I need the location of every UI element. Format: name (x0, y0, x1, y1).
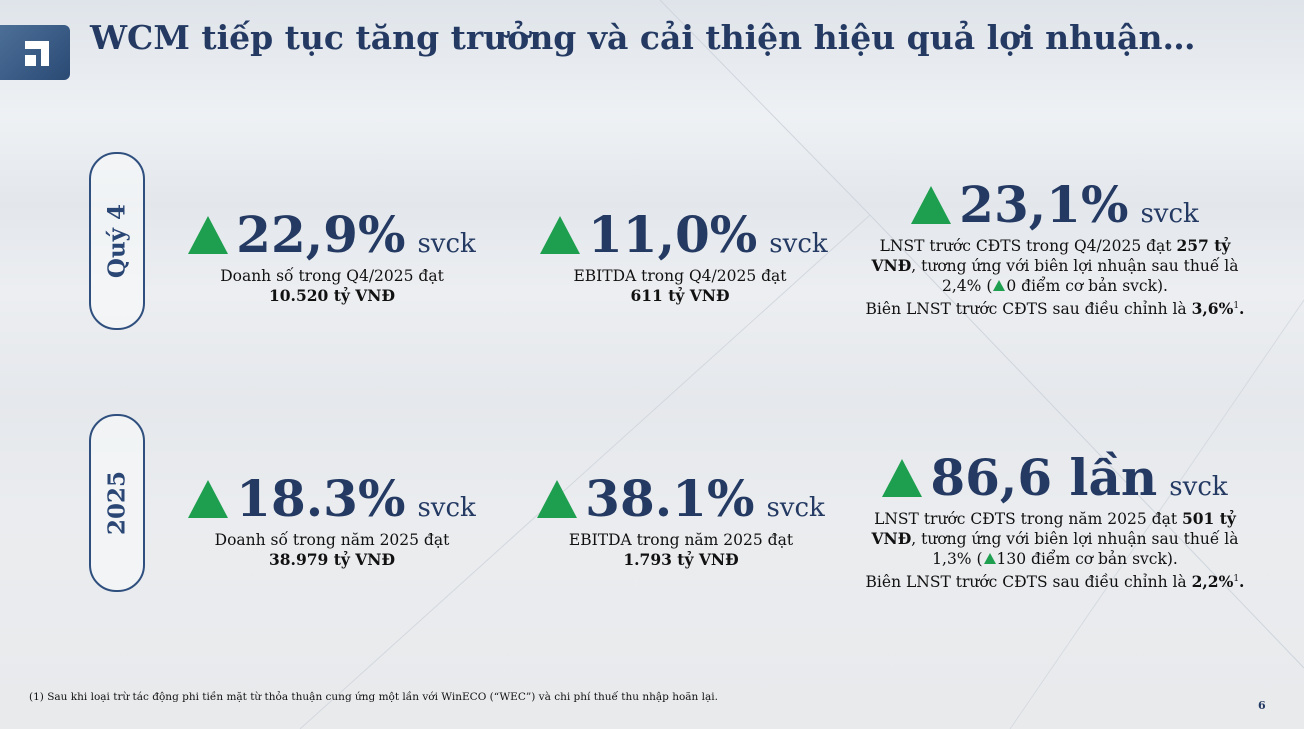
desc-text: , tương ứng với biên lợi nhuận sau thuế … (911, 530, 1239, 548)
up-triangle-icon (911, 186, 952, 224)
metric-desc-amount: 1.793 tỷ VNĐ (623, 550, 739, 569)
metric-value: 18.3% (236, 469, 406, 528)
row-label-text: Quý 4 (103, 203, 131, 279)
desc-text: , tương ứng với biên lợi nhuận sau thuế … (911, 257, 1239, 275)
row-label-text: 2025 (103, 470, 131, 536)
desc-text: Biên LNST trước CĐTS sau điều chỉnh là (865, 300, 1192, 319)
page-number: 6 (1258, 699, 1266, 712)
metric-description: EBITDA trong Q4/2025 đạt 611 tỷ VNĐ (540, 266, 820, 306)
footnote-ref: 1 (1233, 301, 1240, 311)
metric-headline: 22,9% svck (187, 210, 477, 260)
footnote-ref: 1 (1233, 574, 1240, 584)
desc-bold: 2,2% (1191, 572, 1234, 592)
metric-year-ebitda: 38.1% svck EBITDA trong năm 2025 đạt 1.79… (536, 474, 826, 570)
desc-bold: VNĐ (871, 529, 912, 548)
metric-desc-amount: 611 tỷ VNĐ (630, 286, 730, 305)
metric-suffix: svck (1169, 472, 1228, 502)
desc-bold: VNĐ (871, 256, 912, 275)
desc-text: Biên LNST trước CĐTS sau điều chỉnh là (865, 573, 1192, 592)
metric-description: LNST trước CĐTS trong năm 2025 đạt 501 t… (860, 509, 1250, 592)
metric-value: 11,0% (588, 205, 758, 264)
metric-desc-amount: 38.979 tỷ VNĐ (268, 550, 396, 569)
row-label-quarter: Quý 4 (89, 152, 145, 330)
metric-q4-ebitda: 11,0% svck EBITDA trong Q4/2025 đạt 611 t… (540, 210, 828, 306)
metric-suffix: svck (417, 229, 476, 259)
metric-q4-profit: 23,1% svck LNST trước CĐTS trong Q4/2025 … (860, 180, 1250, 319)
up-triangle-icon (537, 480, 578, 518)
metric-headline: 23,1% svck (860, 180, 1250, 230)
up-triangle-icon (188, 216, 229, 254)
metric-suffix: svck (417, 493, 476, 523)
metric-value: 38.1% (585, 469, 755, 528)
desc-text: LNST trước CĐTS trong Q4/2025 đạt (879, 237, 1177, 255)
metric-desc-line: Doanh số trong năm 2025 đạt (214, 531, 450, 549)
up-triangle-small-icon (993, 280, 1006, 291)
metric-headline: 11,0% svck (540, 210, 828, 260)
metric-description: Doanh số trong Q4/2025 đạt 10.520 tỷ VNĐ (187, 266, 477, 306)
desc-text: 0 điểm cơ bản svck). (1006, 277, 1168, 295)
metric-suffix: svck (1140, 199, 1199, 229)
metric-headline: 38.1% svck (536, 474, 826, 524)
metric-q4-revenue: 22,9% svck Doanh số trong Q4/2025 đạt 10.… (187, 210, 477, 306)
metric-desc-line: Doanh số trong Q4/2025 đạt (220, 267, 444, 285)
metric-value: 23,1% (959, 175, 1129, 234)
metric-suffix: svck (769, 229, 828, 259)
metric-value: 86,6 lần (930, 448, 1158, 507)
up-triangle-small-icon (983, 553, 996, 564)
row-label-year: 2025 (89, 414, 145, 592)
up-triangle-icon (188, 480, 229, 518)
metric-value: 22,9% (236, 205, 406, 264)
up-triangle-icon (540, 216, 580, 254)
logo (0, 25, 70, 80)
metric-suffix: svck (766, 493, 825, 523)
metric-desc-line: EBITDA trong Q4/2025 đạt (573, 267, 787, 285)
desc-text: 1,3% ( (932, 550, 983, 568)
desc-text: 2,4% ( (942, 277, 993, 295)
desc-bold: . (1239, 299, 1245, 319)
metric-headline: 18.3% svck (187, 474, 477, 524)
page-title: WCM tiếp tục tăng trưởng và cải thiện hi… (90, 18, 1196, 57)
metric-description: LNST trước CĐTS trong Q4/2025 đạt 257 tỷ… (860, 236, 1250, 319)
footnote: (1) Sau khi loại trừ tác động phi tiền m… (29, 691, 718, 703)
desc-bold: 501 tỷ (1181, 509, 1236, 528)
desc-bold: 257 tỷ (1176, 236, 1231, 255)
metric-year-profit: 86,6 lần svck LNST trước CĐTS trong năm 2… (860, 453, 1250, 592)
metric-year-revenue: 18.3% svck Doanh số trong năm 2025 đạt 38… (187, 474, 477, 570)
metric-headline: 86,6 lần svck (860, 453, 1250, 503)
logo-mark-icon (25, 41, 49, 66)
metric-desc-line: EBITDA trong năm 2025 đạt (568, 531, 794, 549)
metric-description: Doanh số trong năm 2025 đạt 38.979 tỷ VN… (187, 530, 477, 570)
desc-bold: . (1239, 572, 1245, 592)
metric-description: EBITDA trong năm 2025 đạt 1.793 tỷ VNĐ (536, 530, 826, 570)
metric-desc-amount: 10.520 tỷ VNĐ (268, 286, 396, 305)
desc-text: LNST trước CĐTS trong năm 2025 đạt (874, 510, 1182, 528)
desc-text: 130 điểm cơ bản svck). (996, 550, 1178, 568)
up-triangle-icon (882, 459, 923, 497)
desc-bold: 3,6% (1191, 299, 1234, 319)
